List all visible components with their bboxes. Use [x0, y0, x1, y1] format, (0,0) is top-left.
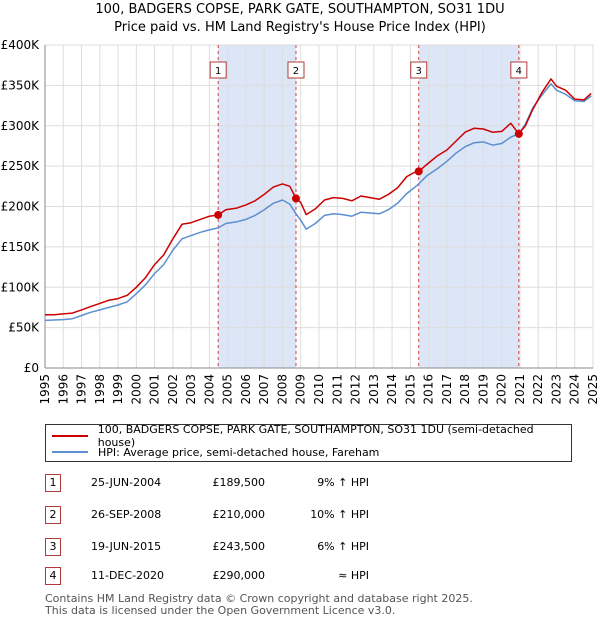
property-line-swatch	[52, 435, 88, 437]
x-tick-label: 2020	[495, 374, 509, 405]
sale-point	[414, 167, 423, 176]
sale-date: 11-DEC-2020	[91, 569, 165, 582]
chart-subtitle: Price paid vs. HM Land Registry's House …	[114, 20, 486, 35]
x-tick-label: 2009	[294, 374, 308, 405]
legend-item-hpi: HPI: Average price, semi-detached house,…	[52, 444, 379, 460]
sale-hpi-comparison: 9% ↑ HPI	[317, 476, 369, 489]
y-tick-label: £350K	[1, 78, 41, 92]
legend: 100, BADGERS COPSE, PARK GATE, SOUTHAMPT…	[45, 423, 572, 462]
sale-price: £189,500	[212, 476, 266, 489]
sale-date: 26-SEP-2008	[91, 508, 162, 521]
hpi-line-swatch	[52, 451, 88, 453]
x-tick-label: 1999	[111, 374, 125, 405]
sale-point	[514, 129, 523, 138]
x-tick-label: 2025	[586, 374, 600, 405]
x-tick-label: 2010	[312, 374, 326, 405]
x-tick-label: 2016	[422, 374, 436, 405]
sale-price: £290,000	[212, 569, 266, 582]
sale-hpi-comparison: 10% ↑ HPI	[310, 508, 369, 521]
sale-marker-badge	[410, 61, 428, 79]
x-tick-label: 1995	[38, 374, 52, 405]
x-tick-label: 2001	[148, 374, 162, 405]
x-tick-label: 1998	[93, 374, 107, 405]
y-tick-label: £100K	[1, 280, 41, 294]
sale-number-badge: 2	[45, 506, 61, 524]
x-tick-label: 2008	[275, 374, 289, 405]
sale-hpi-comparison: 6% ↑ HPI	[317, 540, 369, 553]
x-tick-label: 1996	[56, 374, 70, 405]
sale-point	[291, 194, 300, 203]
y-tick-label: £150K	[1, 240, 41, 254]
sale-date: 25-JUN-2004	[91, 476, 162, 489]
x-tick-label: 2000	[129, 374, 143, 405]
x-tick-label: 2013	[367, 374, 381, 405]
sale-marker-badge	[510, 61, 528, 79]
hpi-line	[44, 83, 592, 322]
sale-date: 19-JUN-2015	[91, 540, 162, 553]
x-tick-label: 2011	[330, 374, 344, 405]
footer-copyright: Contains HM Land Registry data © Crown c…	[45, 592, 473, 605]
x-tick-label: 1997	[75, 374, 89, 405]
price-chart: 1 2 3 4 £0 £50K £100K £150K £200K £250K £300K £350K…	[1, 38, 600, 405]
sale-marker-badge	[209, 61, 227, 79]
sale-marker-label: 4	[516, 66, 522, 77]
x-tick-label: 2018	[458, 374, 472, 405]
x-tick-label: 2005	[221, 374, 235, 405]
x-tick-label: 2015	[403, 374, 417, 405]
sale-price: £243,500	[212, 540, 266, 553]
x-tick-label: 2017	[440, 374, 454, 405]
sale-point	[214, 210, 223, 219]
sale-number-badge: 1	[45, 474, 61, 492]
sale-number-badge: 3	[45, 538, 61, 556]
sale-marker-label: 1	[215, 66, 221, 77]
legend-hpi-label: HPI: Average price, semi-detached house,…	[98, 445, 380, 459]
x-tick-label: 2019	[476, 374, 490, 405]
sale-price: £210,000	[212, 508, 266, 521]
legend-item-property: 100, BADGERS COPSE, PARK GATE, SOUTHAMPT…	[52, 423, 571, 449]
y-tick-label: £400K	[1, 38, 41, 52]
sale-marker-label: 3	[416, 66, 422, 77]
legend-property-label: 100, BADGERS COPSE, PARK GATE, SOUTHAMPT…	[97, 423, 534, 449]
footer-license: This data is licensed under the Open Gov…	[45, 604, 396, 617]
x-tick-label: 2002	[166, 374, 180, 405]
sale-number-badge: 4	[45, 567, 61, 585]
y-tick-label: £250K	[1, 159, 41, 173]
x-tick-label: 2004	[202, 374, 216, 405]
property-price-line	[45, 78, 592, 316]
sale-hpi-comparison: ≈ HPI	[338, 569, 369, 582]
x-tick-label: 2014	[385, 374, 399, 405]
y-tick-label: £300K	[1, 119, 41, 133]
sale-marker-badge	[287, 61, 305, 79]
y-tick-label: £200K	[1, 200, 41, 214]
x-tick-label: 2012	[349, 374, 363, 405]
sale-marker-label: 2	[293, 66, 299, 77]
x-tick-label: 2022	[531, 374, 545, 405]
x-tick-label: 2023	[549, 374, 563, 405]
x-tick-label: 2003	[184, 374, 198, 405]
x-tick-label: 2007	[257, 374, 271, 405]
chart-title: 100, BADGERS COPSE, PARK GATE, SOUTHAMPT…	[95, 2, 505, 17]
x-tick-label: 2024	[568, 374, 582, 405]
x-tick-label: 2006	[239, 374, 253, 405]
y-tick-label: £0	[24, 361, 39, 375]
y-tick-label: £50K	[8, 321, 40, 335]
x-tick-label: 2021	[513, 374, 527, 405]
